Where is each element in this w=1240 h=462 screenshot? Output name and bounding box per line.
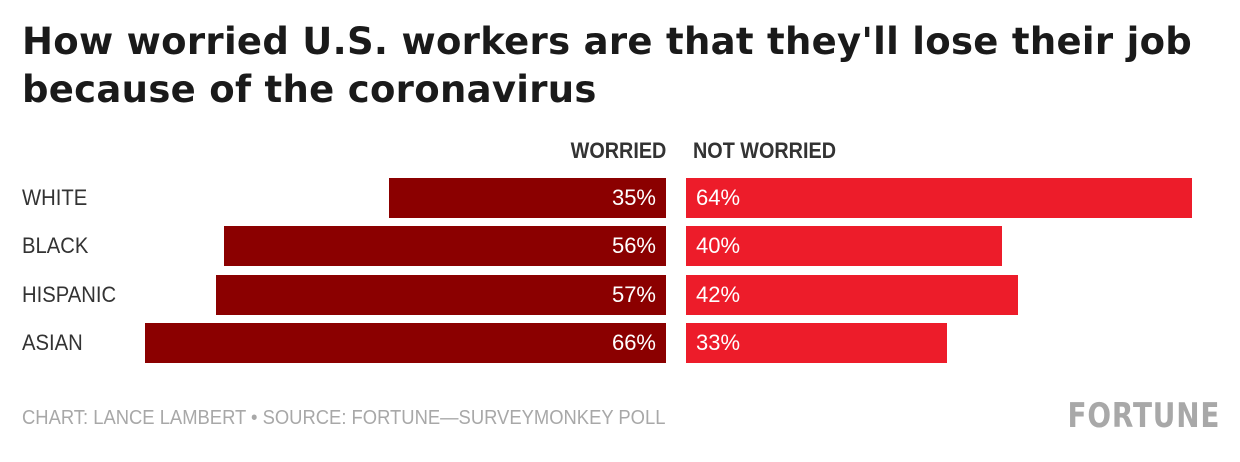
bar-label-not-worried-white: 64% <box>696 185 741 210</box>
row-label-asian: ASIAN <box>22 330 83 355</box>
fortune-logo: FORTUNE <box>1067 396 1220 436</box>
bar-worried-white <box>389 178 666 218</box>
row-label-black: BLACK <box>22 233 89 258</box>
bar-label-worried-hispanic: 57% <box>611 282 656 307</box>
bar-label-worried-white: 35% <box>611 185 656 210</box>
bar-label-not-worried-hispanic: 42% <box>696 282 741 307</box>
row-label-hispanic: HISPANIC <box>22 282 117 307</box>
bar-worried-asian <box>145 323 666 363</box>
bar-label-not-worried-black: 40% <box>696 233 741 258</box>
bar-worried-hispanic <box>216 275 666 315</box>
bar-label-not-worried-asian: 33% <box>696 330 741 355</box>
legend-not-worried: NOT WORRIED <box>693 138 837 163</box>
bar-worried-black <box>224 226 666 266</box>
row-label-white: WHITE <box>22 185 88 210</box>
chart-credit: CHART: LANCE LAMBERT • SOURCE: FORTUNE—S… <box>22 407 666 429</box>
bar-not-worried-asian <box>686 323 947 363</box>
bar-label-worried-asian: 66% <box>611 330 656 355</box>
bar-not-worried-black <box>686 226 1002 266</box>
bar-not-worried-white <box>686 178 1192 218</box>
bar-not-worried-hispanic <box>686 275 1018 315</box>
legend-worried: WORRIED <box>570 138 666 163</box>
chart-title: How worried U.S. workers are that they'l… <box>22 20 1193 111</box>
bar-label-worried-black: 56% <box>611 233 656 258</box>
